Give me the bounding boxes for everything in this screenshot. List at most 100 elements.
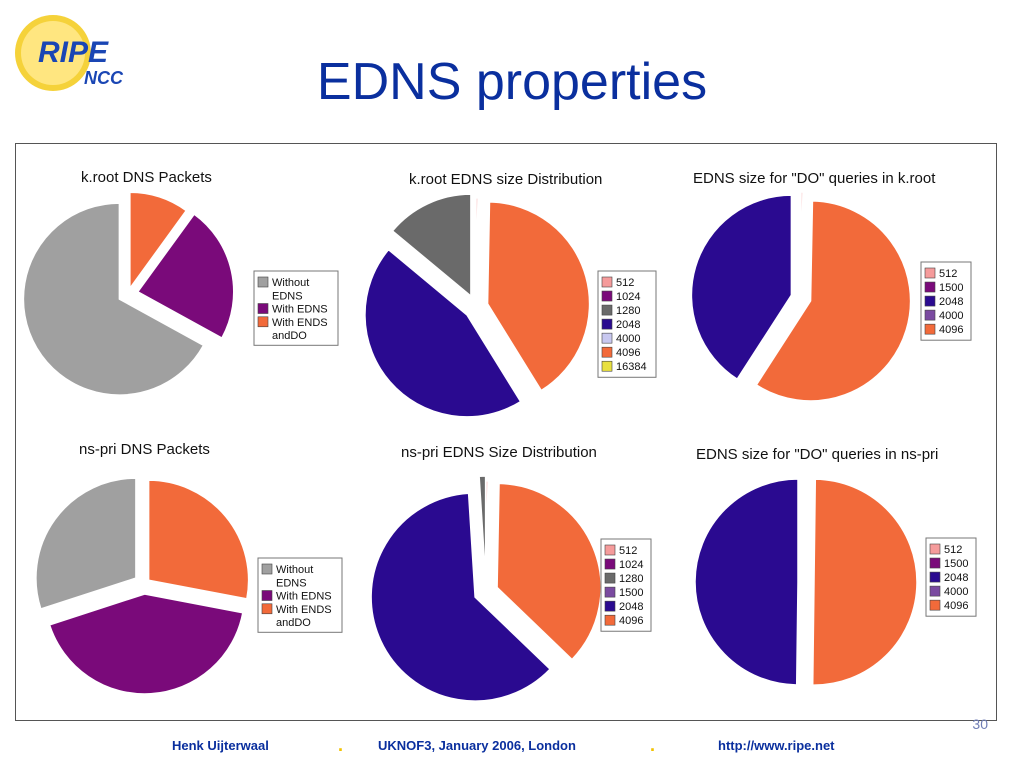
legend-label: andDO (272, 330, 307, 342)
page-title: EDNS properties (316, 53, 708, 111)
legend-swatch (924, 267, 936, 279)
pie-chart-2: k.root EDNS size Distribution 512 1024 1280… (364, 171, 657, 418)
ripe-ncc-logo: RIPE NCC (15, 15, 124, 91)
legend-swatch (601, 318, 613, 330)
legend-swatch (924, 323, 936, 335)
footer-author: Henk Uijterwaal (172, 738, 269, 753)
pie-slice (129, 191, 188, 291)
pie-slice (800, 191, 804, 293)
legend-swatch (924, 309, 936, 321)
logo-text-ripe: RIPE (38, 36, 109, 69)
legend-label: andDO (276, 617, 311, 629)
legend-swatch (261, 563, 273, 575)
pie-slice (694, 478, 799, 686)
logo-text-ncc: NCC (84, 68, 124, 88)
legend-label: 512 (619, 545, 637, 557)
legend-swatch (601, 276, 613, 288)
legend-label: 2048 (939, 296, 963, 308)
footer: Henk Uijterwaal . UKNOF3, January 2006, … (0, 735, 1024, 758)
legend-label: 1500 (939, 282, 963, 294)
legend-swatch (929, 557, 941, 569)
pie-chart-5: ns-pri EDNS Size Distribution 512 1024 1280… (370, 444, 652, 702)
pie-slice (690, 194, 793, 381)
chart-title: k.root EDNS size Distribution (409, 171, 602, 188)
chart-title: EDNS size for "DO" queries in k.root (693, 170, 936, 187)
legend-label: With ENDS (272, 317, 328, 329)
legend-label: 2048 (619, 601, 643, 613)
legend-swatch (604, 614, 616, 626)
pie-slice (22, 202, 205, 396)
pie-chart-6: EDNS size for "DO" queries in ns-pri 512 1… (694, 446, 977, 686)
legend-label: 16384 (616, 361, 647, 373)
legend-swatch (601, 332, 613, 344)
legend-swatch (929, 599, 941, 611)
footer-separator-1: . (338, 735, 344, 755)
chart-title: k.root DNS Packets (81, 169, 212, 186)
pie-slice (136, 213, 235, 340)
legend-swatch (929, 571, 941, 583)
legend-swatch (929, 585, 941, 597)
legend-swatch (257, 316, 269, 328)
pie-slice (370, 492, 552, 702)
chart-legend: 512 1500 2048 4000 4096 (925, 537, 977, 617)
legend-swatch (601, 360, 613, 372)
legend-swatch (601, 346, 613, 358)
legend-label: 1500 (619, 587, 643, 599)
pie-slice (391, 193, 472, 298)
legend-label: 4000 (616, 333, 640, 345)
pie-slice (755, 200, 912, 402)
legend-label: 1280 (619, 573, 643, 585)
legend-swatch (924, 295, 936, 307)
legend-label: 512 (616, 277, 634, 289)
chart-legend: 512 1500 2048 4000 4096 (920, 261, 972, 341)
pie-slice (486, 201, 591, 392)
legend-swatch (924, 281, 936, 293)
pie-slice (805, 473, 809, 578)
page-number: 30 (972, 716, 988, 732)
legend-swatch (929, 543, 941, 555)
legend-label: With EDNS (276, 591, 332, 603)
legend-label: EDNS (276, 577, 307, 589)
legend-label: 4096 (619, 615, 643, 627)
legend-swatch (604, 600, 616, 612)
pie-slice (147, 479, 250, 600)
chart-legend: 512 1024 1280 1500 2048 4096 (600, 538, 652, 632)
legend-label: 512 (944, 544, 962, 556)
legend-swatch (261, 590, 273, 601)
pie-slice (496, 482, 602, 661)
pie-chart-3: EDNS size for "DO" queries in k.root 512 1… (690, 170, 972, 402)
legend-label: 4096 (939, 324, 963, 336)
legend-swatch (604, 544, 616, 556)
legend-label: Without (272, 277, 309, 289)
legend-swatch (601, 304, 613, 316)
legend-swatch (261, 603, 273, 615)
legend-swatch (604, 586, 616, 598)
footer-event: UKNOF3, January 2006, London (378, 738, 576, 753)
legend-swatch (604, 558, 616, 570)
legend-label: 1024 (616, 291, 640, 303)
chart-title: ns-pri DNS Packets (79, 441, 210, 458)
pie-slice (364, 248, 522, 418)
legend-label: 512 (939, 268, 957, 280)
legend-label: With EDNS (272, 304, 328, 316)
legend-label: 4096 (616, 347, 640, 359)
legend-label: 1280 (616, 305, 640, 317)
chart-title: ns-pri EDNS Size Distribution (401, 444, 597, 461)
footer-separator-2: . (650, 735, 656, 755)
legend-label: 1500 (944, 558, 968, 570)
pie-slice (478, 475, 487, 581)
pie-slice (35, 477, 137, 610)
legend-label: 1024 (619, 559, 643, 571)
legend-label: With ENDS (276, 604, 332, 616)
legend-label: 4096 (944, 600, 968, 612)
chart-legend: 512 1024 1280 2048 4000 4096 16384 (597, 270, 657, 378)
legend-label: Without (276, 564, 313, 576)
pie-slice (475, 197, 479, 300)
pie-slice (811, 478, 918, 686)
footer-url[interactable]: http://www.ripe.net (718, 738, 835, 753)
legend-swatch (257, 276, 269, 288)
